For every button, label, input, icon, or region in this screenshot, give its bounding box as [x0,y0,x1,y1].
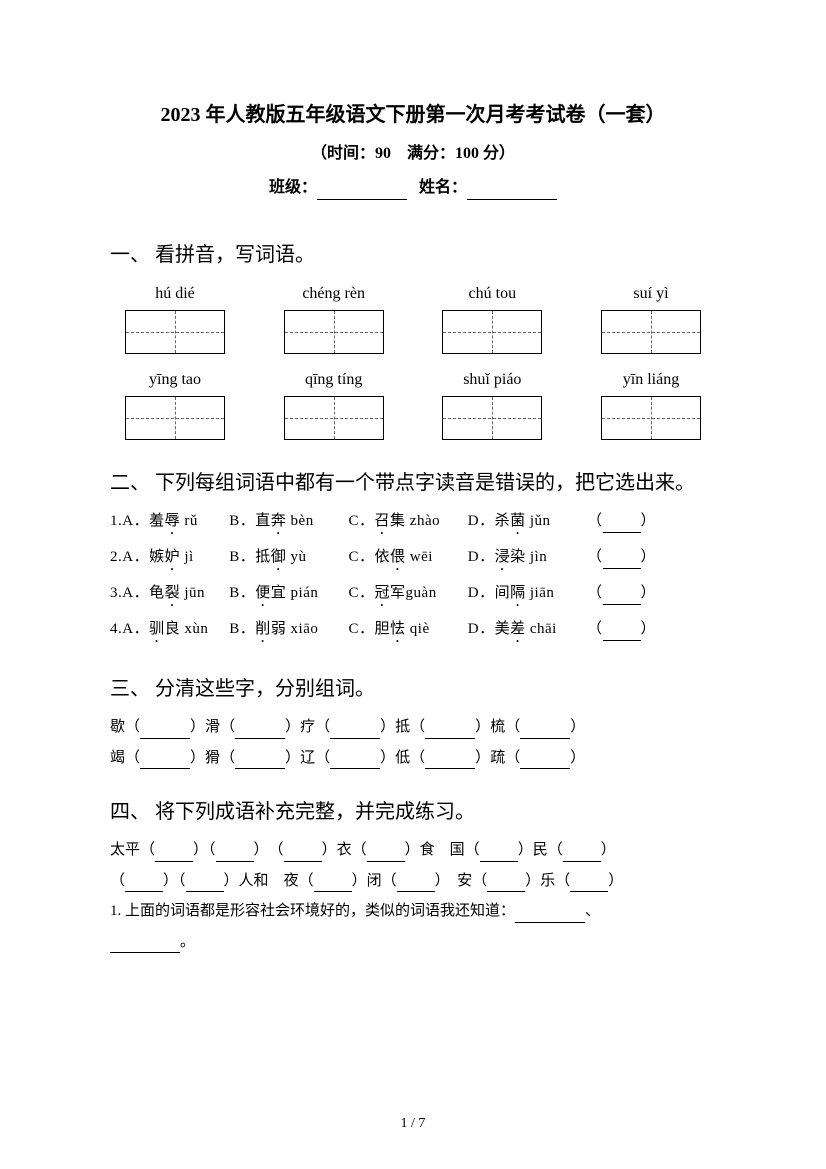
writing-box[interactable] [442,396,542,440]
class-blank[interactable] [317,182,407,200]
pinyin: suí yì [586,282,716,306]
writing-box[interactable] [442,310,542,354]
class-label: 班级： [269,179,317,196]
q2-row: 3.A．龟裂 jūn B．便宜 pián C．冠军guàn D．间隔 jiān … [110,582,716,610]
answer-blank[interactable] [367,846,405,862]
writing-box[interactable] [125,310,225,354]
answer-blank[interactable] [603,589,641,605]
writing-box[interactable] [125,396,225,440]
answer-blank[interactable] [235,723,285,739]
answer-blank[interactable] [603,517,641,533]
q4-subq-cont: 。 [110,931,716,954]
pinyin: yīn liáng [586,368,716,392]
writing-box[interactable] [284,396,384,440]
page-title: 2023 年人教版五年级语文下册第一次月考考试卷（一套） [110,100,716,130]
pinyin-row-1: hú dié chéng rèn chú tou suí yì [110,282,716,306]
q4-row: 太平（）（） （）衣（）食 国（）民（） [110,839,716,862]
answer-blank[interactable] [397,876,435,892]
pinyin: hú dié [110,282,240,306]
q3-row: 竭（）猾（）辽（）低（）疏（） [110,747,716,770]
info-line: 班级： 姓名： [110,176,716,200]
answer-blank[interactable] [330,753,380,769]
pinyin: shuǐ piáo [427,368,557,392]
q2-row: 4.A．驯良 xùn B．削弱 xiāo C．胆怯 qiè D．美差 chāi … [110,618,716,646]
answer-blank[interactable] [480,846,518,862]
answer-blank[interactable] [216,846,254,862]
q3-row: 歇（）滑（）疗（）抵（）梳（） [110,716,716,739]
answer-blank[interactable] [425,753,475,769]
q4-row: （）（）人和 夜（）闭（） 安（）乐（） [110,870,716,893]
pinyin-row-2: yīng tao qīng tíng shuǐ piáo yīn liáng [110,368,716,392]
q2-row: 1.A．羞辱 rǔ B．直奔 bèn C．召集 zhào D．杀菌 jǔn （） [110,510,716,538]
q2-row: 2.A．嫉妒 jì B．抵御 yù C．依偎 wēi D．浸染 jìn （） [110,546,716,574]
answer-blank[interactable] [140,723,190,739]
section2-title: 二、 下列每组词语中都有一个带点字读音是错误的，把它选出来。 [110,468,716,498]
answer-blank[interactable] [487,876,525,892]
pinyin: qīng tíng [269,368,399,392]
answer-blank[interactable] [155,846,193,862]
section4-title: 四、 将下列成语补充完整，并完成练习。 [110,797,716,827]
answer-blank[interactable] [570,876,608,892]
section3-title: 三、 分清这些字，分别组词。 [110,674,716,704]
answer-blank[interactable] [235,753,285,769]
answer-blank[interactable] [603,625,641,641]
answer-blank[interactable] [186,876,224,892]
page-subtitle: （时间：90 满分：100 分） [110,142,716,166]
answer-blank[interactable] [140,753,190,769]
answer-blank[interactable] [425,723,475,739]
name-blank[interactable] [467,182,557,200]
name-label: 姓名： [419,179,467,196]
pinyin: chú tou [427,282,557,306]
answer-blank[interactable] [520,753,570,769]
answer-blank[interactable] [515,907,585,923]
answer-blank[interactable] [125,876,163,892]
answer-blank[interactable] [603,553,641,569]
q4-subq: 1. 上面的词语都是形容社会环境好的，类似的词语我还知道：、 [110,900,716,923]
answer-blank[interactable] [284,846,322,862]
writing-box[interactable] [601,310,701,354]
answer-blank[interactable] [330,723,380,739]
answer-blank[interactable] [110,937,180,953]
answer-blank[interactable] [563,846,601,862]
pinyin: chéng rèn [269,282,399,306]
writing-box[interactable] [284,310,384,354]
box-row-1 [110,310,716,354]
page-number: 1 / 7 [0,1113,826,1134]
writing-box[interactable] [601,396,701,440]
answer-blank[interactable] [314,876,352,892]
box-row-2 [110,396,716,440]
answer-blank[interactable] [520,723,570,739]
section1-title: 一、 看拼音，写词语。 [110,240,716,270]
pinyin: yīng tao [110,368,240,392]
